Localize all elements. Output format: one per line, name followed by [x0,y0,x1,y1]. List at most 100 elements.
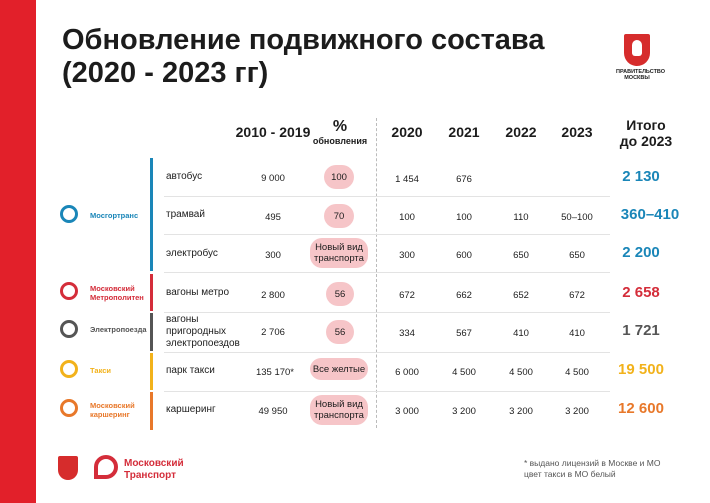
title-line-2: (2020 - 2023 гг) [62,57,269,89]
metro-m-icon [60,282,78,300]
row-label-ebus: электробус [166,248,218,259]
cell-base: 300 [265,250,281,261]
mosgortrans-bar [150,158,153,271]
row-label-bus: автобус [166,171,203,182]
cell-2023: 650 [569,250,585,261]
cell-2021: 100 [456,212,472,223]
metro-bar [150,274,153,311]
cell-base: 2 800 [261,290,285,301]
header-2023: 2023 [561,124,593,140]
cell-2023: 410 [569,328,585,339]
operator-carsharing-line-1: Московский [90,401,135,410]
footnote-line-1: * выдано лицензий в Москве и МО [524,458,661,468]
logo-text-line-1: Московский [124,458,184,469]
row-label-metro: вагоны метро [166,287,230,298]
cell-2022: 650 [513,250,529,261]
row-label-carsharing: каршеринг [166,404,216,415]
header-total-line-2: до 2023 [619,133,673,149]
header-pct-label: обновления [312,136,368,146]
crest-caption: ПРАВИТЕЛЬСТВО МОСКВЫ [616,69,666,81]
footnote-line-2: цвет такси в МО белый [524,469,616,479]
operator-carsharing: Московский каршеринг [90,401,135,419]
header-2021: 2021 [448,124,480,140]
pct-pill: 56 [326,282,354,306]
cell-2021: 4 500 [452,367,476,378]
cell-base: 49 950 [258,406,288,417]
operator-mosgortrans: Мосгортранс [90,211,139,220]
pct-pill: Новый вид транспорта [310,238,368,268]
carsharing-bar [150,392,153,430]
cell-2020: 334 [399,328,415,339]
operator-taxi: Такси [90,366,112,375]
pct-pill: 56 [326,320,354,344]
total-value: 2 130 [622,168,660,185]
pct-pill: 70 [324,204,354,228]
total-value: 2 658 [622,284,660,301]
total-value: 2 200 [622,244,660,261]
total-value: 12 600 [618,400,664,417]
steering-wheel-icon [60,399,78,417]
cell-2023: 672 [569,290,585,301]
operator-carsharing-line-2: каршеринг [90,410,130,419]
header-total: Итого до 2023 [606,117,686,149]
crest-shield [624,34,650,66]
moscow-transport-logo-text: Московский Транспорт [124,458,184,482]
footnote: * выдано лицензий в Москве и МО цвет так… [524,458,660,480]
header-2022: 2022 [505,124,537,140]
header-pct-symbol: % [332,118,348,135]
row-separator [164,312,610,313]
cell-2022: 110 [513,212,529,223]
cell-2020: 3 000 [395,406,419,417]
train-icon [60,320,78,338]
row-label-suburban: вагоны пригородных электропоездов [166,314,240,349]
operator-elektro: Электропоезда [90,325,147,334]
cell-2021: 676 [456,174,472,185]
cell-2023: 3 200 [565,406,589,417]
left-red-stripe [0,0,36,503]
pct-pill: 100 [324,165,354,189]
row-label-taxi: парк такси [166,365,215,376]
row-separator [164,234,610,235]
logo-text-line-2: Транспорт [124,470,177,481]
cell-base: 495 [265,212,281,223]
cell-2020: 1 454 [395,174,419,185]
total-value: 360–410 [620,206,680,223]
row-separator [164,196,610,197]
cell-2020: 6 000 [395,367,419,378]
cell-2023: 4 500 [565,367,589,378]
cell-2022: 3 200 [509,406,533,417]
operator-metro-line-1: Московский [90,284,135,293]
title-line-1: Обновление подвижного состава [62,24,545,56]
row-separator [164,391,610,392]
row-label-tram: трамвай [166,209,205,220]
cell-2020: 672 [399,290,415,301]
moscow-transport-logo-icon [94,455,118,479]
cell-base: 2 706 [261,327,285,338]
pct-pill: Новый вид транспорта [310,395,368,425]
row-separator [164,352,610,353]
page-title: Обновление подвижного состава (2020 - 20… [62,24,545,90]
moscow-crest-small-icon [58,456,78,480]
operator-metro-line-2: Метрополитен [90,293,144,302]
row-separator [164,272,610,273]
cell-2020: 100 [399,212,415,223]
header-2020: 2020 [391,124,423,140]
cell-2022: 410 [513,328,529,339]
cell-base: 135 170* [255,367,295,378]
elektro-bar [150,313,153,351]
cell-2022: 4 500 [509,367,533,378]
cell-2021: 3 200 [452,406,476,417]
header-base: 2010 - 2019 [235,124,311,140]
total-value: 1 721 [622,322,660,339]
cell-2020: 300 [399,250,415,261]
cell-2021: 567 [456,328,472,339]
operator-metro: Московский Метрополитен [90,284,144,302]
cell-2021: 662 [456,290,472,301]
pct-pill: Все желтые [310,358,368,380]
cell-2023: 50–100 [561,212,593,223]
dashed-divider [376,118,377,428]
total-value: 19 500 [618,361,664,378]
taxi-bar [150,353,153,390]
header-total-line-1: Итого [626,117,666,133]
bus-pin-icon [60,205,78,223]
